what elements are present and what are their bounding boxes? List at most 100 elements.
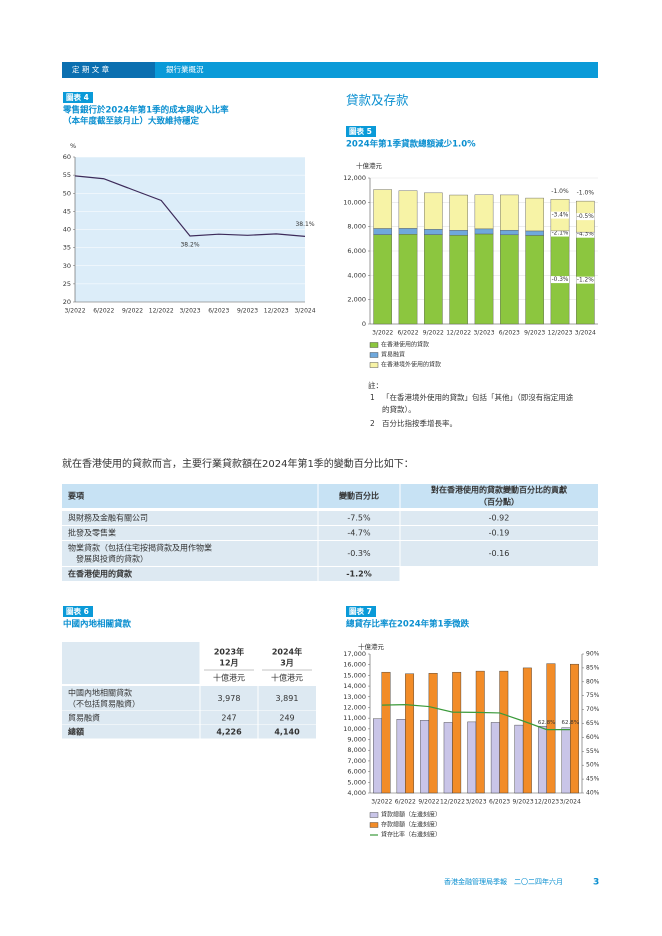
legend-swatch	[369, 362, 379, 368]
chart-title: 2024年第1季貸款總額減少1.0%	[346, 139, 476, 150]
legend-label: 貸款總額（左邊刻度）	[381, 811, 441, 819]
note-text: 百分比指按季增長率。	[382, 418, 457, 428]
bar-segment	[525, 230, 544, 236]
y-tick-label: 45	[63, 207, 71, 215]
table-cell: 物業貸款（包括住宅按揭貸款及用作物業	[68, 543, 212, 553]
paragraph: 就在香港使用的貸款而言，主要行業貸款額在2024年第1季的變動百分比如下：	[62, 457, 414, 470]
bar-segment	[474, 194, 494, 230]
legend-label: 貿易融資	[381, 351, 405, 359]
bar	[561, 727, 571, 794]
table-row-bg	[62, 686, 316, 711]
y-tick-label: 12,000	[343, 174, 366, 182]
x-tick-label: 6/2023	[208, 308, 229, 315]
x-tick-label: 3/2022	[64, 308, 85, 315]
y-tick-label: 6,000	[347, 247, 366, 255]
x-tick-label: 12/2022	[446, 330, 471, 337]
y-tick-label: 9,000	[347, 736, 366, 744]
header-section: 定 期 文 章	[72, 64, 110, 74]
data-label-bg	[576, 230, 595, 238]
y-tick-label: 55	[63, 171, 71, 179]
legend-label: 在香港使用的貸款	[381, 341, 429, 349]
y2-tick-label: 85%	[586, 664, 600, 671]
data-label-bg	[551, 229, 569, 237]
x-tick-label: 12/2023	[548, 330, 573, 337]
x-tick-label: 12/2022	[149, 308, 174, 315]
y-tick-label: 25	[63, 280, 71, 288]
table-cell: -4.7%	[347, 529, 371, 538]
data-label: 62.8%	[538, 720, 555, 726]
y2-tick-label: 80%	[586, 678, 600, 685]
table-header: 3月	[280, 659, 294, 668]
x-tick-label: 6/2023	[489, 799, 510, 806]
y2-tick-label: 50%	[586, 762, 600, 769]
data-label-bg	[551, 211, 569, 219]
x-tick-label: 3/2022	[372, 330, 393, 337]
table-unit: 十億港元	[213, 673, 245, 683]
line	[74, 175, 306, 237]
table-cell: -7.5%	[347, 514, 371, 523]
table-row-bg	[62, 725, 316, 739]
y2-tick-label: 65%	[586, 720, 600, 727]
data-label-bg	[551, 276, 569, 284]
table-cell: 發展與投資的貸款）	[68, 554, 148, 564]
data-label: -0.5%	[577, 214, 594, 220]
chart-label-bg	[63, 606, 93, 617]
data-label: 38.1%	[295, 221, 314, 228]
x-tick-label: 3/2023	[465, 799, 486, 806]
y-axis-label: 十億港元	[356, 161, 383, 170]
y2-tick-label: 55%	[586, 748, 600, 755]
chart-title: 零售銀行於2024年第1季的成本與收入比率	[62, 105, 229, 116]
table-cell: 3,891	[276, 694, 299, 703]
bar-segment	[474, 228, 494, 235]
bar-segment	[373, 189, 392, 229]
note-text: 「在香港境外使用的貸款」包括「其他」（即沒有指定用途	[382, 392, 574, 402]
data-label: 38.2%	[180, 242, 199, 249]
table-header: 2024年	[272, 647, 302, 657]
bar	[475, 670, 485, 794]
bar	[570, 663, 579, 794]
chart-title: （本年度截至該月止）大致維持穩定	[63, 116, 200, 127]
table-cell: 247	[221, 714, 236, 723]
table-row-bg	[62, 711, 316, 725]
table-header: 對在香港使用的貸款變動百分比的貢獻	[431, 485, 567, 495]
bar	[373, 718, 382, 794]
x-tick-label: 3/2023	[473, 330, 494, 337]
bar-segment	[424, 229, 443, 235]
bar	[490, 722, 500, 794]
y-tick-label: 8,000	[347, 223, 366, 231]
bar-segment	[424, 192, 443, 230]
legend-swatch	[369, 352, 379, 358]
table-unit: 十億港元	[271, 673, 303, 683]
x-tick-label: 9/2022	[423, 330, 444, 337]
table-cell: -0.92	[489, 514, 510, 523]
x-tick-label: 9/2022	[418, 799, 439, 806]
legend-swatch	[369, 342, 379, 348]
table-cell: -0.16	[489, 549, 510, 558]
section-heading: 貸款及存款	[346, 93, 409, 108]
x-tick-label: 9/2023	[237, 308, 258, 315]
table-cell: 批發及零售業	[68, 528, 116, 538]
y-tick-label: 11,000	[343, 714, 366, 722]
bar	[405, 673, 415, 794]
y-tick-label: 10,000	[343, 198, 366, 206]
bar-segment	[474, 233, 494, 325]
bar-segment	[500, 194, 519, 231]
bar-segment	[449, 230, 468, 236]
y2-tick-label: 45%	[586, 776, 600, 783]
data-label: -2.1%	[552, 231, 569, 237]
y-tick-label: 2,000	[347, 296, 366, 304]
bar-segment	[449, 234, 468, 325]
bar	[546, 663, 556, 794]
table-header-bg	[62, 642, 200, 684]
data-label: -1.2%	[577, 278, 594, 284]
table-cell: 在香港使用的貸款	[68, 569, 133, 579]
bar	[452, 671, 462, 794]
table-cell: （不包括貿易融資）	[68, 699, 140, 709]
bar	[522, 667, 532, 794]
chart-label-bg	[346, 126, 376, 137]
legend-label: 貸存比率（右邊刻度）	[381, 831, 441, 839]
y-tick-label: 20	[63, 298, 71, 306]
legend-swatch	[369, 822, 379, 828]
y-tick-label: 5,000	[347, 778, 366, 786]
